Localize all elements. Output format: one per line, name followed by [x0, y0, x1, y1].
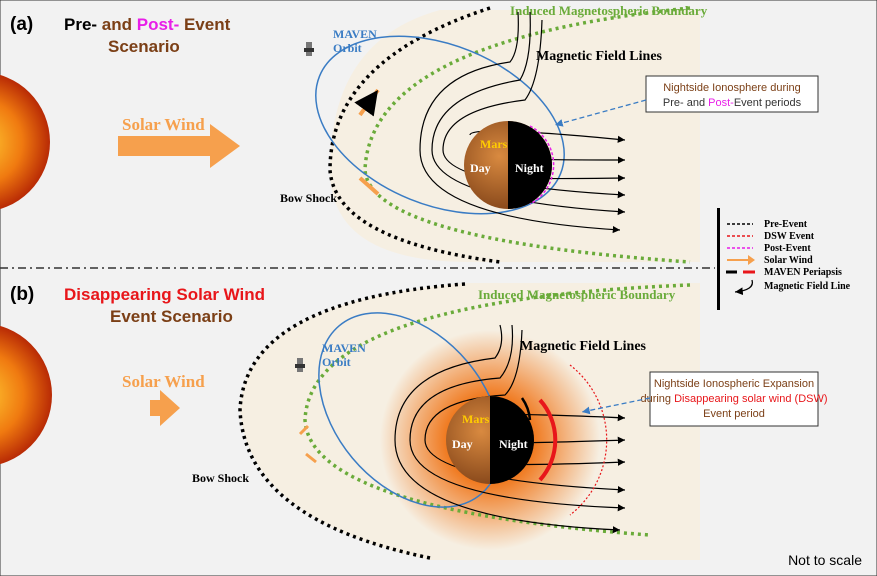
solar-wind-deflection-arrow: [305, 452, 317, 464]
sun: [0, 325, 52, 465]
panel-b: (b) Disappearing Solar Wind Event Scenar…: [0, 282, 828, 560]
solar-wind-arrow: [150, 390, 180, 426]
solar-wind-label: Solar Wind: [122, 372, 205, 391]
callout-a-line1: Nightside Ionosphere during: [663, 82, 801, 94]
callout-b-line1: Nightside Ionospheric Expansion: [654, 378, 814, 390]
imb-curve: [303, 283, 691, 537]
panel-a-title: Pre- and Post- Event: [64, 15, 231, 34]
panel-b-label: (b): [10, 284, 34, 305]
bow-shock-label: Bow Shock: [280, 191, 337, 205]
bow-shock-label: Bow Shock: [192, 471, 249, 485]
legend-dsw-event: DSW Event: [764, 231, 815, 242]
callout-b-pointer: [581, 397, 651, 415]
day-label: Day: [452, 437, 473, 451]
field-lines-label: Magnetic Field Lines: [536, 49, 663, 64]
callout-b-line2: during Disappearing solar wind (DSW): [640, 393, 827, 405]
maven-orbit: [315, 35, 565, 215]
sun: [0, 74, 50, 210]
solar-wind-arrow: [118, 124, 240, 168]
not-to-scale-note: Not to scale: [788, 552, 862, 568]
mars-label: Mars: [462, 412, 490, 426]
imb-label: Induced Magnetospheric Boundary: [478, 287, 676, 302]
mars-label: Mars: [480, 137, 508, 151]
imb-label: Induced Magnetospheric Boundary: [510, 3, 708, 18]
imb-curve: [363, 6, 691, 264]
legend-pre-event: Pre-Event: [764, 219, 808, 230]
maven-orbit: [318, 312, 502, 508]
bow-shock-curve: [328, 6, 501, 264]
mars-planet: [464, 121, 555, 209]
callout-a-line2: Pre- and Post-Event periods: [663, 97, 802, 109]
panel-a: (a) Pre- and Post- Event Scenario Solar …: [0, 3, 819, 264]
day-label: Day: [470, 161, 491, 175]
field-lines-label: Magnetic Field Lines: [520, 339, 647, 354]
orbit-label: MAVEN Orbit: [333, 27, 377, 55]
night-label: Night: [499, 437, 528, 451]
panel-b-title: Disappearing Solar Wind: [64, 285, 265, 304]
legend-field-line: Magnetic Field Line: [764, 281, 851, 292]
solar-wind-deflection-arrow: [354, 88, 380, 117]
panel-a-label: (a): [10, 14, 33, 35]
panel-a-title-line2: Scenario: [108, 37, 180, 56]
legend-maven-periapsis: MAVEN Periapsis: [764, 267, 842, 278]
maven-spacecraft-icon: [295, 358, 305, 372]
solar-wind-deflection-arrow: [298, 424, 310, 436]
legend: Pre-Event DSW Event Post-Event Solar Win…: [717, 208, 851, 310]
night-label: Night: [515, 161, 544, 175]
legend-solar-wind: Solar Wind: [764, 255, 813, 266]
callout-box-b: [649, 371, 819, 427]
solar-wind-label: Solar Wind: [122, 115, 205, 134]
orbit-label: MAVEN Orbit: [322, 341, 366, 369]
callout-b-line3: Event period: [703, 408, 765, 420]
panel-b-title-line2: Event Scenario: [110, 307, 233, 326]
mars-planet: [446, 364, 608, 516]
maven-spacecraft-icon: [304, 42, 314, 56]
solar-wind-deflection-arrow: [358, 176, 380, 196]
bow-shock-curve: [238, 282, 466, 560]
legend-post-event: Post-Event: [764, 243, 811, 254]
callout-box-a: [645, 75, 819, 113]
maven-periapsis-dsw: [538, 398, 558, 482]
